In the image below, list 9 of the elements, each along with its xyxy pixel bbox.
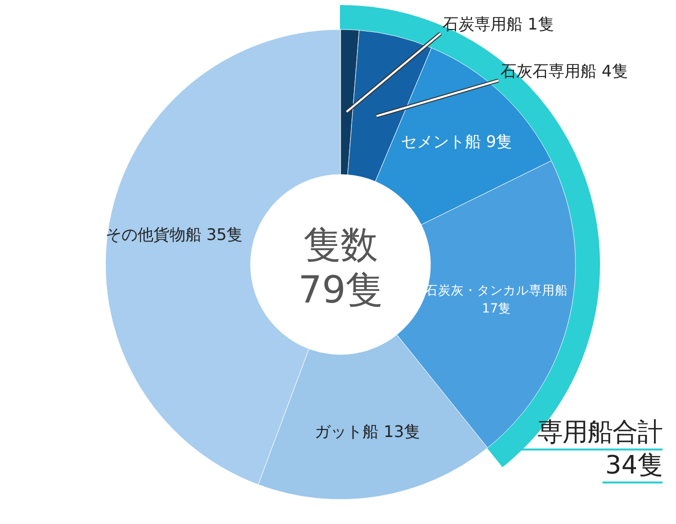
text: 隻数 [304, 222, 378, 266]
slice-label: 石炭専用船 1隻 [442, 14, 554, 34]
text: 79隻 [298, 268, 383, 312]
slice-label: ガット船 13隻 [314, 422, 420, 442]
slice-label: その他貨物船 35隻 [105, 224, 243, 244]
slice-label: セメント船 9隻 [400, 132, 512, 151]
text: 専用船合計 34隻 [538, 416, 663, 480]
slice-label: 石灰石専用船 4隻 [500, 62, 628, 80]
data-label: 17隻 [482, 300, 512, 316]
